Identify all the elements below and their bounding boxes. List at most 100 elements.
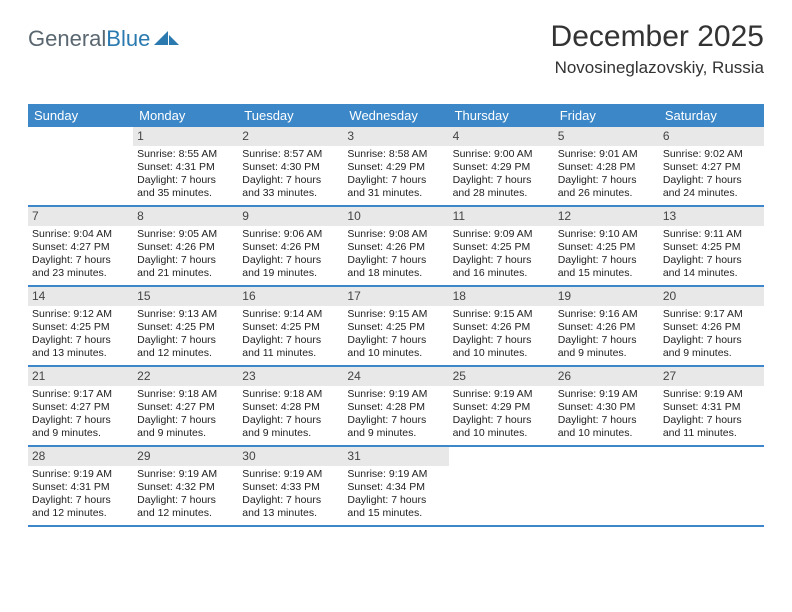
header: December 2025 Novosineglazovskiy, Russia [551,20,764,78]
daylight: Daylight: 7 hours and 9 minutes. [242,414,339,440]
sunrise: Sunrise: 9:06 AM [242,228,339,241]
daylight: Daylight: 7 hours and 15 minutes. [558,254,655,280]
sunset: Sunset: 4:26 PM [663,321,760,334]
daylight: Daylight: 7 hours and 23 minutes. [32,254,129,280]
week-row: 21Sunrise: 9:17 AMSunset: 4:27 PMDayligh… [28,367,764,447]
dayname-row: Sunday Monday Tuesday Wednesday Thursday… [28,104,764,127]
day-number: 18 [449,287,554,306]
day-cell [28,127,133,205]
day-body: Sunrise: 9:00 AMSunset: 4:29 PMDaylight:… [449,146,554,205]
day-body: Sunrise: 9:15 AMSunset: 4:26 PMDaylight:… [449,306,554,365]
sunrise: Sunrise: 9:19 AM [32,468,129,481]
sunset: Sunset: 4:32 PM [137,481,234,494]
logo: GeneralBlue [28,26,180,52]
sunrise: Sunrise: 9:19 AM [347,468,444,481]
day-number: 1 [133,127,238,146]
dayname-mon: Monday [133,104,238,127]
sunset: Sunset: 4:31 PM [137,161,234,174]
logo-text: GeneralBlue [28,26,150,52]
day-body: Sunrise: 9:01 AMSunset: 4:28 PMDaylight:… [554,146,659,205]
sunrise: Sunrise: 9:17 AM [32,388,129,401]
daylight: Daylight: 7 hours and 10 minutes. [558,414,655,440]
day-cell: 27Sunrise: 9:19 AMSunset: 4:31 PMDayligh… [659,367,764,445]
dayname-thu: Thursday [449,104,554,127]
daylight: Daylight: 7 hours and 21 minutes. [137,254,234,280]
sunset: Sunset: 4:31 PM [663,401,760,414]
logo-text-2: Blue [106,26,150,51]
day-cell [554,447,659,525]
sunrise: Sunrise: 9:13 AM [137,308,234,321]
sunset: Sunset: 4:25 PM [347,321,444,334]
day-body: Sunrise: 9:08 AMSunset: 4:26 PMDaylight:… [343,226,448,285]
sunset: Sunset: 4:25 PM [558,241,655,254]
sunrise: Sunrise: 9:00 AM [453,148,550,161]
day-cell: 2Sunrise: 8:57 AMSunset: 4:30 PMDaylight… [238,127,343,205]
daylight: Daylight: 7 hours and 10 minutes. [453,334,550,360]
sunrise: Sunrise: 9:05 AM [137,228,234,241]
day-number: 15 [133,287,238,306]
week-row: 14Sunrise: 9:12 AMSunset: 4:25 PMDayligh… [28,287,764,367]
daylight: Daylight: 7 hours and 12 minutes. [32,494,129,520]
day-body: Sunrise: 8:55 AMSunset: 4:31 PMDaylight:… [133,146,238,205]
day-body: Sunrise: 9:19 AMSunset: 4:30 PMDaylight:… [554,386,659,445]
day-number: 14 [28,287,133,306]
day-cell: 30Sunrise: 9:19 AMSunset: 4:33 PMDayligh… [238,447,343,525]
day-cell: 4Sunrise: 9:00 AMSunset: 4:29 PMDaylight… [449,127,554,205]
day-body: Sunrise: 8:58 AMSunset: 4:29 PMDaylight:… [343,146,448,205]
sunset: Sunset: 4:26 PM [242,241,339,254]
day-number: 27 [659,367,764,386]
location: Novosineglazovskiy, Russia [551,58,764,78]
sunset: Sunset: 4:27 PM [137,401,234,414]
sunrise: Sunrise: 9:16 AM [558,308,655,321]
daylight: Daylight: 7 hours and 19 minutes. [242,254,339,280]
sunset: Sunset: 4:26 PM [558,321,655,334]
day-number: 23 [238,367,343,386]
day-number: 6 [659,127,764,146]
sunrise: Sunrise: 9:01 AM [558,148,655,161]
day-body: Sunrise: 9:19 AMSunset: 4:31 PMDaylight:… [659,386,764,445]
day-body: Sunrise: 9:13 AMSunset: 4:25 PMDaylight:… [133,306,238,365]
day-body: Sunrise: 9:17 AMSunset: 4:26 PMDaylight:… [659,306,764,365]
day-cell: 23Sunrise: 9:18 AMSunset: 4:28 PMDayligh… [238,367,343,445]
day-number: 20 [659,287,764,306]
day-number [449,447,554,465]
day-cell: 29Sunrise: 9:19 AMSunset: 4:32 PMDayligh… [133,447,238,525]
dayname-sun: Sunday [28,104,133,127]
day-number: 8 [133,207,238,226]
daylight: Daylight: 7 hours and 26 minutes. [558,174,655,200]
sunrise: Sunrise: 9:19 AM [453,388,550,401]
day-number: 25 [449,367,554,386]
daylight: Daylight: 7 hours and 11 minutes. [242,334,339,360]
day-body: Sunrise: 9:10 AMSunset: 4:25 PMDaylight:… [554,226,659,285]
sunset: Sunset: 4:25 PM [663,241,760,254]
sunrise: Sunrise: 9:19 AM [242,468,339,481]
day-body: Sunrise: 9:16 AMSunset: 4:26 PMDaylight:… [554,306,659,365]
sunset: Sunset: 4:25 PM [242,321,339,334]
daylight: Daylight: 7 hours and 11 minutes. [663,414,760,440]
daylight: Daylight: 7 hours and 24 minutes. [663,174,760,200]
sunset: Sunset: 4:30 PM [558,401,655,414]
day-cell: 22Sunrise: 9:18 AMSunset: 4:27 PMDayligh… [133,367,238,445]
sunrise: Sunrise: 9:15 AM [347,308,444,321]
day-number: 3 [343,127,448,146]
day-cell: 3Sunrise: 8:58 AMSunset: 4:29 PMDaylight… [343,127,448,205]
day-cell: 6Sunrise: 9:02 AMSunset: 4:27 PMDaylight… [659,127,764,205]
daylight: Daylight: 7 hours and 9 minutes. [137,414,234,440]
day-cell: 13Sunrise: 9:11 AMSunset: 4:25 PMDayligh… [659,207,764,285]
sunset: Sunset: 4:25 PM [137,321,234,334]
day-body: Sunrise: 9:02 AMSunset: 4:27 PMDaylight:… [659,146,764,205]
sunset: Sunset: 4:33 PM [242,481,339,494]
sunset: Sunset: 4:29 PM [347,161,444,174]
day-cell: 19Sunrise: 9:16 AMSunset: 4:26 PMDayligh… [554,287,659,365]
daylight: Daylight: 7 hours and 33 minutes. [242,174,339,200]
daylight: Daylight: 7 hours and 13 minutes. [32,334,129,360]
sunset: Sunset: 4:30 PM [242,161,339,174]
day-number: 29 [133,447,238,466]
sunrise: Sunrise: 9:19 AM [663,388,760,401]
day-cell [449,447,554,525]
week-row: 1Sunrise: 8:55 AMSunset: 4:31 PMDaylight… [28,127,764,207]
day-number [554,447,659,465]
calendar: Sunday Monday Tuesday Wednesday Thursday… [28,104,764,527]
sunrise: Sunrise: 8:58 AM [347,148,444,161]
sunrise: Sunrise: 9:17 AM [663,308,760,321]
